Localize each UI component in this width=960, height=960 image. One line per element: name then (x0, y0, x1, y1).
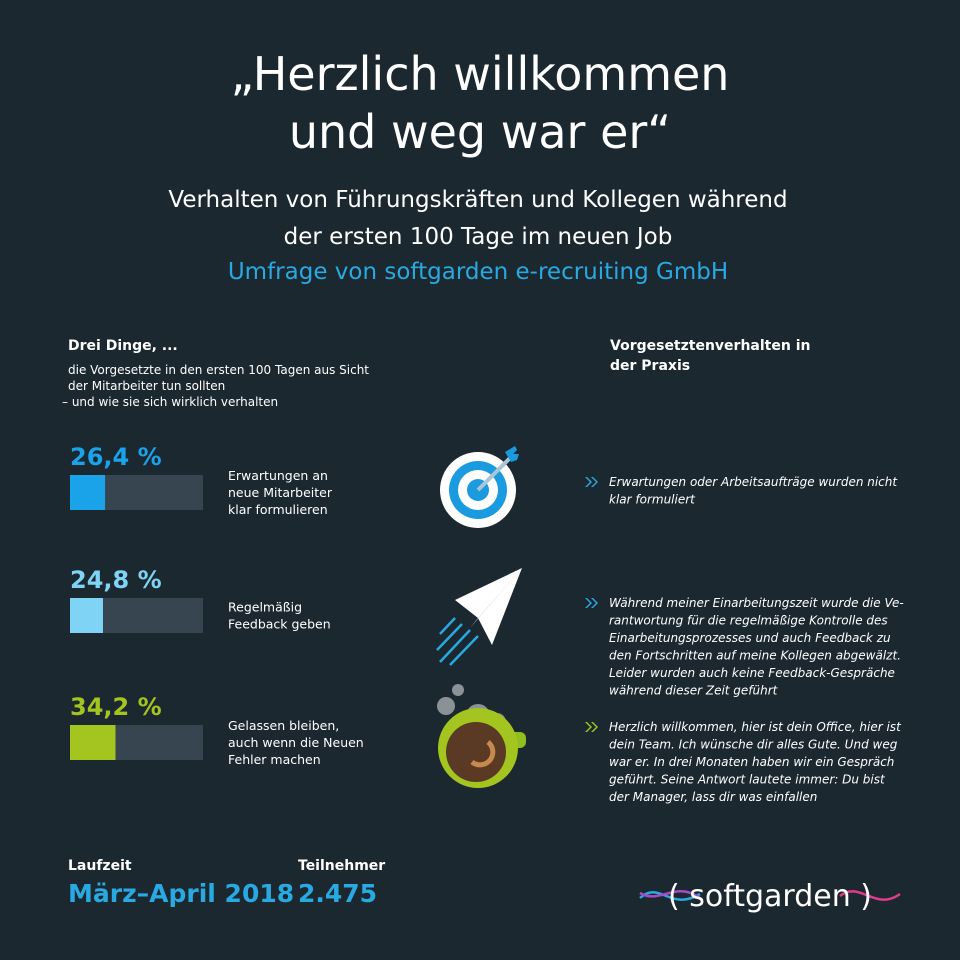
item-label: Fehler machen (228, 752, 321, 767)
logo-waves (639, 890, 901, 901)
source: Umfrage von softgarden e-recruiting GmbH (228, 259, 728, 285)
title: und weg war er“ (289, 105, 671, 159)
item-label: klar formulieren (228, 502, 328, 517)
quote-line: der Manager, lass dir was einfallen (609, 790, 817, 804)
quote-line: geführt. Seine Antwort lautete immer: Du… (609, 773, 886, 787)
target-icon (440, 446, 519, 528)
percent-label: 26,4 % (70, 443, 162, 471)
intro: – und wie sie sich wirklich verhalten (62, 395, 278, 409)
coffee-icon (437, 684, 526, 788)
quote-line: Herzlich willkommen, hier ist dein Offic… (609, 720, 902, 734)
subtitle: der ersten 100 Tage im neuen Job (284, 224, 673, 250)
bar (70, 598, 103, 633)
subtitle: Verhalten von Führungskräften und Kolleg… (168, 187, 787, 213)
percent-label: 34,2 % (70, 693, 162, 721)
logo: ( softgarden ) (668, 879, 872, 914)
item-label: Erwartungen an (228, 468, 328, 483)
period: März–April 2018 (68, 879, 294, 908)
quote-line: war er. In drei Monaten haben wir ein Ge… (609, 755, 894, 769)
right-heading: Vorgesetztenverhalten in (610, 338, 810, 354)
item-label: auch wenn die Neuen (228, 735, 364, 750)
intro: der Mitarbeiter tun sollten (68, 379, 225, 393)
bar (70, 725, 116, 760)
percent-label: 24,8 % (70, 566, 162, 594)
quote-line: Einarbeitungsprozesses und auch Feedback… (609, 631, 891, 645)
quote-line: während dieser Zeit geführt (609, 684, 779, 698)
title: „Herzlich willkommen (231, 47, 730, 101)
bar (70, 475, 106, 510)
quote-line: Leider wurden auch keine Feedback-Gesprä… (609, 666, 895, 680)
participants-label: Teilnehmer (298, 858, 385, 874)
intro: die Vorgesetzte in den ersten 100 Tagen … (68, 363, 369, 377)
right-heading: der Praxis (610, 358, 690, 374)
item-label: Regelmäßig (228, 600, 302, 615)
left-heading: Drei Dinge, ... (68, 338, 178, 354)
period-label: Laufzeit (68, 858, 132, 874)
quote-line: klar formuliert (609, 493, 696, 507)
quote-marks (585, 477, 598, 608)
quote-line: dein Team. Ich wünsche dir alles Gute. U… (609, 738, 898, 752)
participants: 2.475 (298, 879, 377, 908)
quote-marks (585, 722, 598, 732)
quote-line: rantwortung für die regelmäßige Kontroll… (609, 614, 888, 628)
quote-line: Während meiner Einarbeitungszeit wurde d… (609, 596, 904, 610)
quote-line: Erwartungen oder Arbeitsaufträge wurden … (609, 475, 898, 489)
item-label: Feedback geben (228, 617, 331, 632)
item-label: neue Mitarbeiter (228, 485, 333, 500)
plane-icon (436, 568, 522, 666)
item-label: Gelassen bleiben, (228, 718, 339, 733)
quote-line: den Fortschritten auf meine Kollegen abg… (609, 649, 901, 663)
